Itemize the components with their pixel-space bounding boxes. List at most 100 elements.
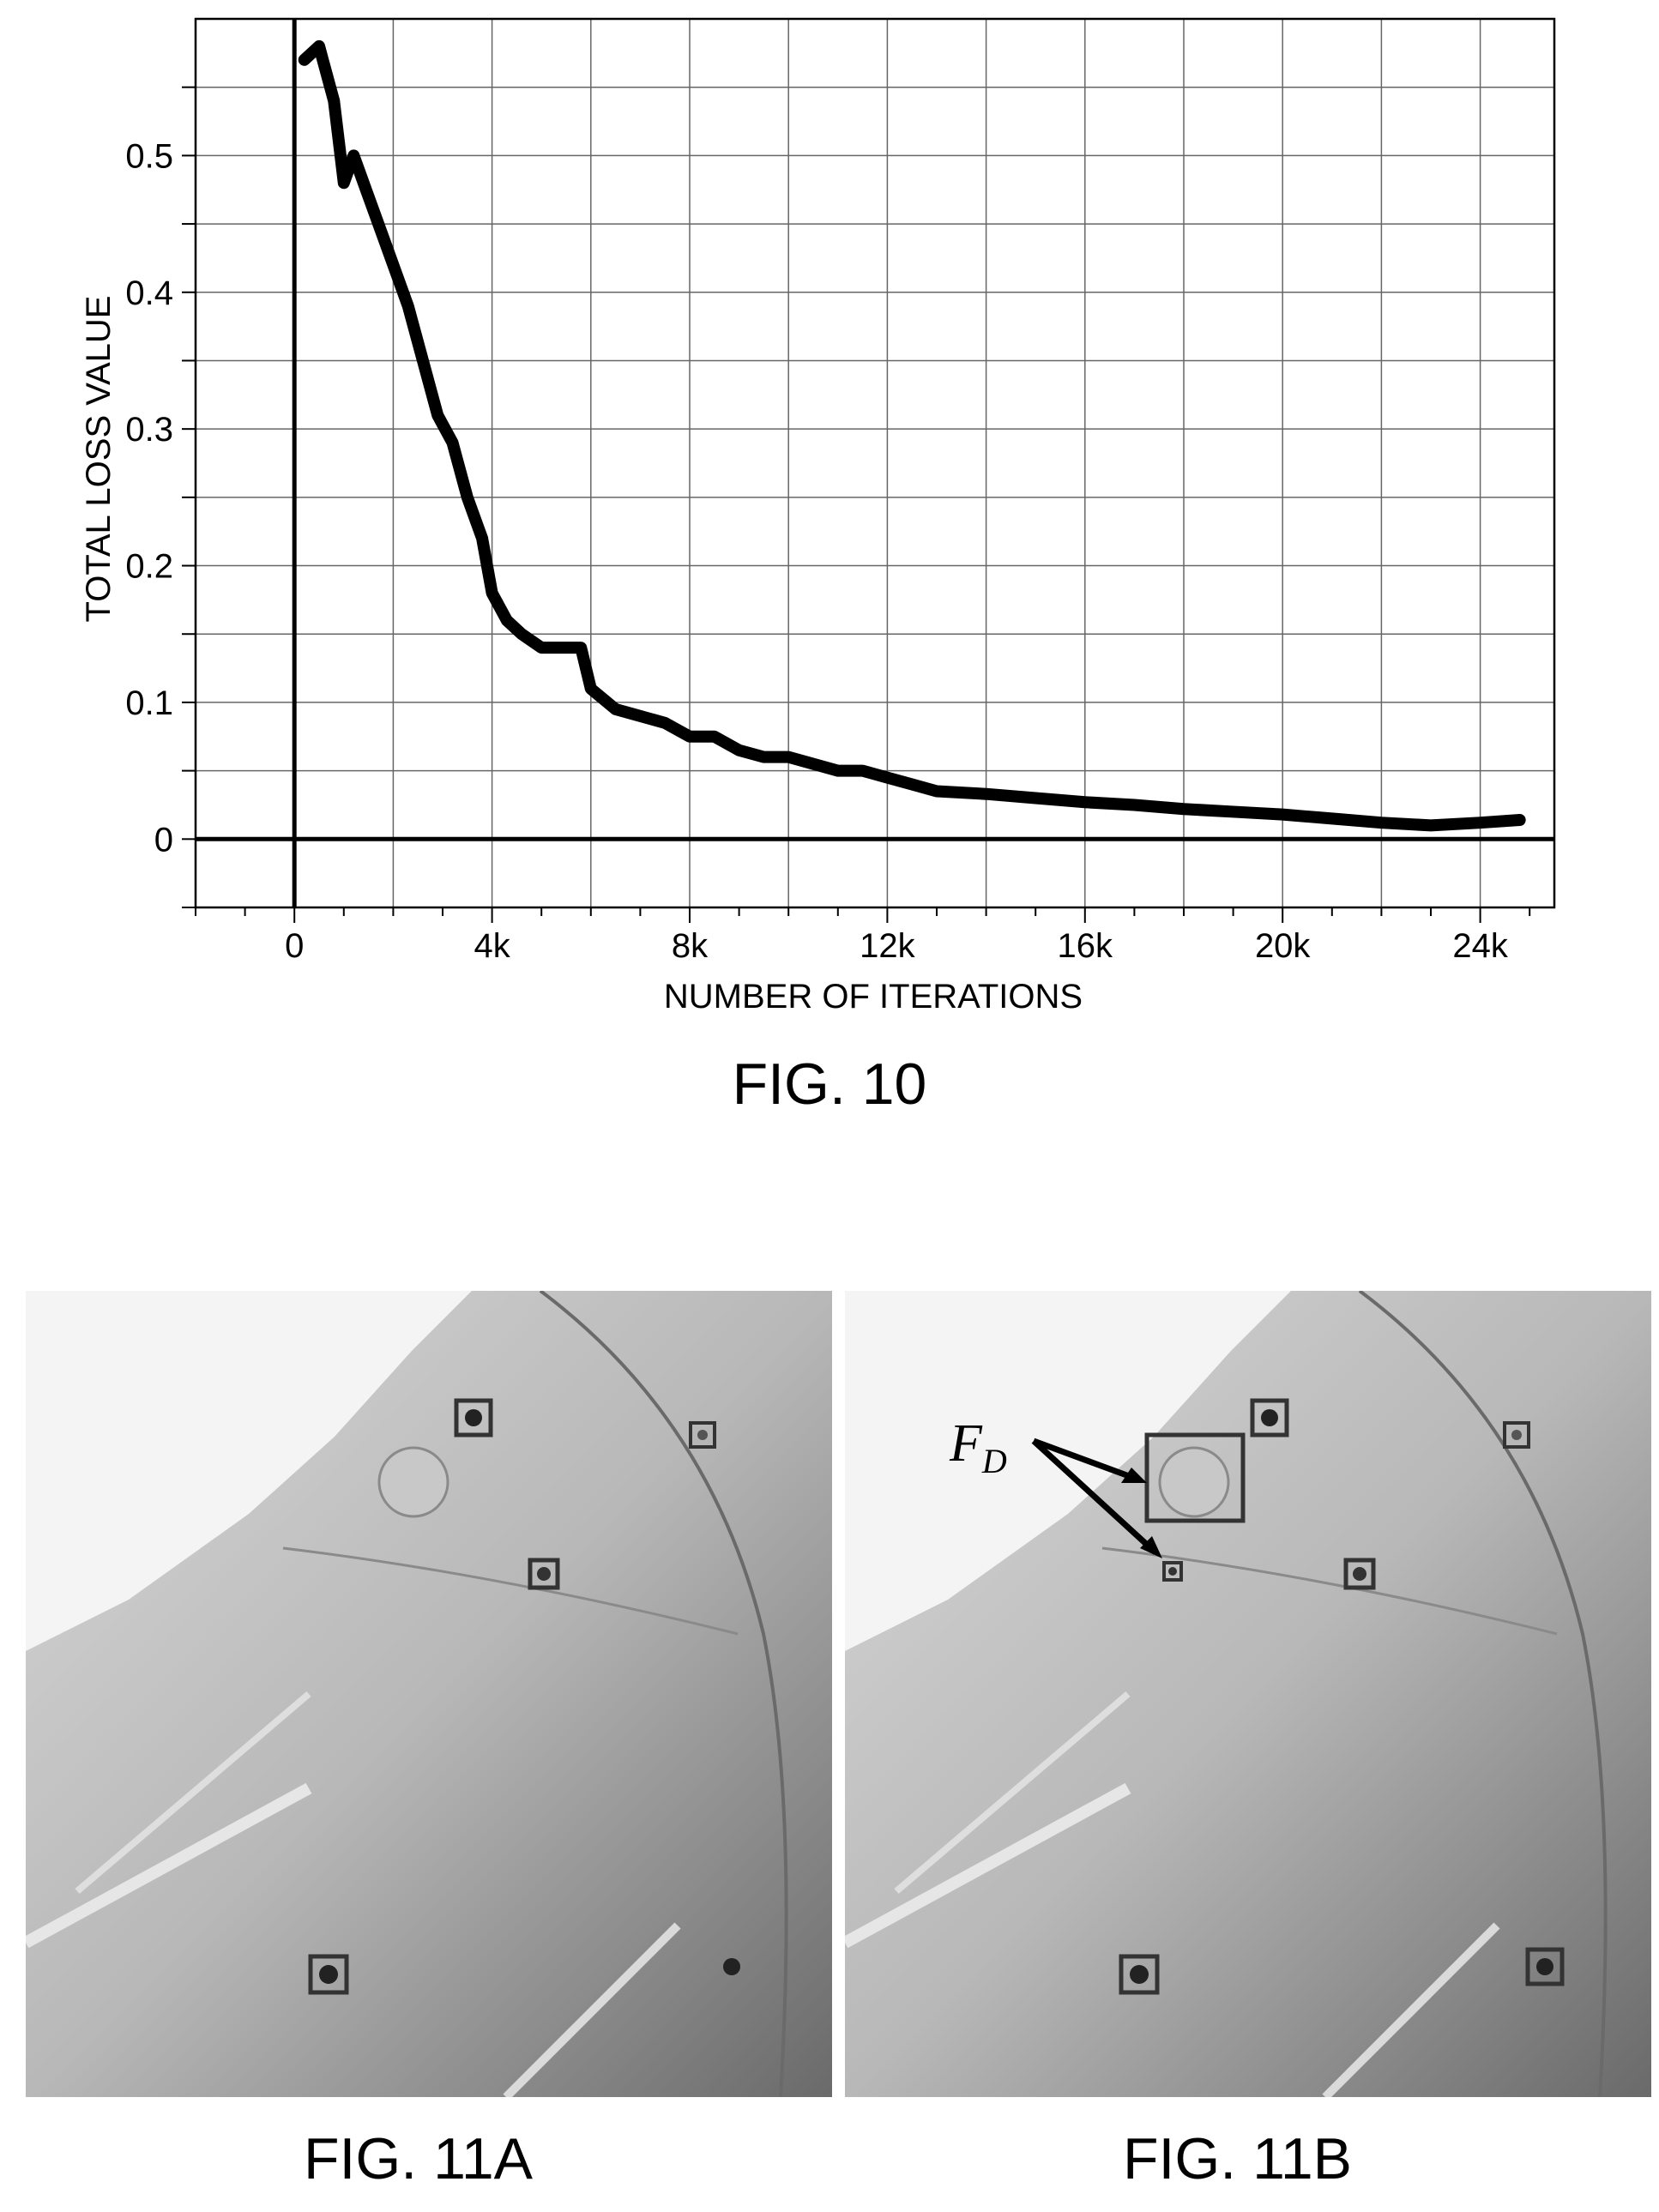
x-tick-label: 4k (474, 927, 510, 965)
chart-series (298, 39, 1526, 832)
loss-data-point (490, 591, 494, 595)
loss-data-point (588, 686, 593, 690)
crack-line (282, 1546, 739, 1636)
detection-box (1503, 1421, 1530, 1449)
scratch-streak (1322, 1922, 1500, 2097)
loss-data-point (332, 99, 336, 103)
fig11b-micrograph: FD (845, 1291, 1651, 2097)
defect-dot (465, 1409, 482, 1426)
defect-dot (1168, 1567, 1177, 1576)
fd-label: FD (949, 1414, 1007, 1480)
loss-data-point (465, 495, 469, 499)
annotation-arrowhead (1121, 1468, 1147, 1483)
loss-data-point (787, 755, 791, 759)
x-tick-label: 12k (860, 927, 915, 965)
loss-chart: 0 4k 8k 12k 16k 20k 24k 0 0.1 0.2 0.3 0.4 0.5 NUMBER… (80, 17, 1556, 1016)
loss-data-point (1034, 796, 1038, 800)
loss-data-point (352, 154, 356, 158)
y-tick-label: 0.4 (125, 274, 173, 312)
loss-data-point (688, 734, 691, 738)
detection-box-large (1144, 1432, 1246, 1523)
loss-data-point (317, 44, 321, 48)
fd-label-subscript: D (981, 1442, 1007, 1480)
loss-data-point (564, 646, 568, 650)
defect-dot (1353, 1567, 1366, 1581)
loss-data-point (436, 413, 440, 418)
scratch-streak (26, 1782, 312, 1949)
loss-data-point (450, 441, 455, 445)
annotation-arrowhead (1140, 1536, 1162, 1558)
y-tick-label: 0.3 (125, 411, 173, 449)
scratch-streak (894, 1691, 1131, 1895)
fig11a-micrograph (26, 1291, 832, 2097)
loss-data-point (762, 755, 766, 759)
chart-tick-labels: 0 4k 8k 12k 16k 20k 24k 0 0.1 0.2 0.3 0.4 0.5 (125, 137, 1508, 965)
crack-line (1358, 1291, 1608, 2097)
defect-dot (723, 1958, 740, 1975)
detection-box (454, 1398, 493, 1437)
bright-region (26, 1291, 472, 1651)
fig11a-caption: FIG. 11A (303, 2126, 534, 2191)
loss-data-point (366, 195, 371, 199)
y-axis-title: TOTAL LOSS VALUE (80, 296, 118, 623)
loss-data-point (420, 359, 425, 363)
defect-dot (697, 1430, 708, 1440)
detection-box (1162, 1561, 1183, 1582)
loss-data-point (579, 646, 583, 650)
detection-box (689, 1421, 716, 1449)
detection-box (1119, 1954, 1160, 1995)
detection-box (1343, 1558, 1376, 1590)
loss-data-point (480, 536, 485, 540)
loss-data-point (381, 236, 385, 240)
fig11b-caption: FIG. 11B (1122, 2126, 1353, 2191)
loss-data-point (540, 646, 544, 650)
scratch-streak (845, 1782, 1131, 1949)
defect-dot (1536, 1958, 1553, 1975)
loss-data-point (1330, 817, 1334, 821)
fd-label-main: F (949, 1414, 983, 1473)
loss-data-point (1132, 803, 1137, 807)
detection-box (1525, 1947, 1565, 1986)
x-tick-label: 16k (1058, 927, 1113, 965)
loss-data-point (1517, 817, 1522, 822)
scratch-streak (503, 1922, 681, 2097)
loss-series-line (298, 39, 1526, 832)
defect-dot (1511, 1430, 1522, 1440)
chart-axes (182, 17, 1556, 923)
detection-box (308, 1954, 349, 1995)
loss-data-point (1478, 821, 1482, 825)
loss-data-point (504, 618, 509, 623)
detection-box (528, 1558, 560, 1590)
defect-dot (537, 1567, 551, 1581)
loss-data-point (984, 792, 988, 796)
y-tick-label: 0 (154, 821, 173, 859)
x-tick-label: 8k (672, 927, 709, 965)
annotation-arrow (1032, 1437, 1140, 1483)
loss-data-point (1379, 821, 1384, 825)
loss-data-point (1429, 823, 1433, 828)
loss-data-point (1083, 800, 1087, 805)
loss-data-point (341, 181, 346, 185)
loss-data-point (406, 304, 410, 308)
bubble (1158, 1446, 1230, 1518)
y-tick-label: 0.1 (125, 684, 173, 722)
x-axis-title: NUMBER OF ITERATIONS (664, 978, 1083, 1016)
loss-data-point (663, 720, 667, 725)
defect-dot (319, 1965, 338, 1984)
loss-data-point (836, 768, 840, 773)
loss-data-point (737, 748, 741, 752)
defect-dot (1261, 1409, 1278, 1426)
chart-grid (195, 19, 1554, 908)
loss-data-point (910, 782, 914, 787)
y-tick-label: 0.5 (125, 137, 173, 175)
crack-line (1101, 1546, 1558, 1636)
loss-data-point (520, 632, 524, 636)
loss-data-point (1182, 807, 1185, 811)
loss-data-point (391, 262, 395, 267)
crack-line (539, 1291, 788, 2097)
loss-data-point (935, 789, 938, 793)
loss-data-point (638, 714, 642, 718)
loss-data-point (1281, 812, 1285, 817)
x-tick-label: 0 (285, 927, 304, 965)
detection-box (1250, 1398, 1289, 1437)
